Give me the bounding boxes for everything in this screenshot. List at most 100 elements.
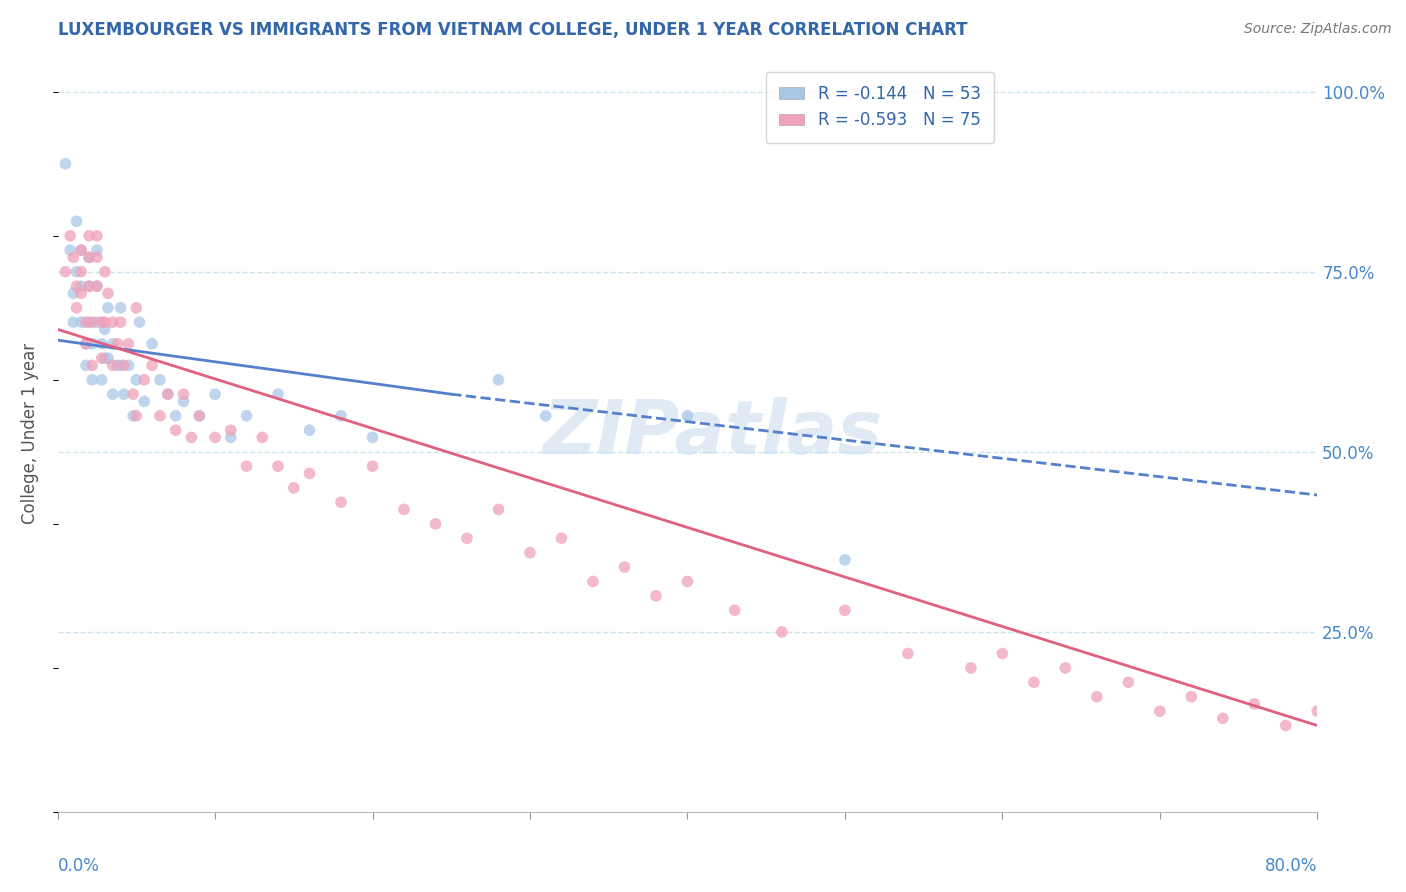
Point	[897, 647, 920, 661]
Point	[488, 502, 510, 516]
Point	[90, 351, 112, 366]
Point	[86, 251, 108, 265]
Point	[519, 546, 541, 560]
Point	[77, 315, 100, 329]
Point	[128, 315, 150, 329]
Text: 0.0%: 0.0%	[58, 857, 100, 875]
Point	[534, 409, 557, 423]
Point	[70, 243, 93, 257]
Point	[122, 387, 145, 401]
Point	[59, 243, 82, 257]
Point	[90, 315, 112, 329]
Point	[425, 516, 447, 531]
Point	[122, 409, 145, 423]
Point	[1022, 675, 1045, 690]
Point	[90, 336, 112, 351]
Point	[70, 243, 93, 257]
Point	[1212, 711, 1234, 725]
Point	[65, 214, 87, 228]
Point	[86, 228, 108, 243]
Point	[110, 301, 132, 315]
Point	[149, 409, 172, 423]
Point	[125, 409, 148, 423]
Point	[62, 286, 84, 301]
Point	[70, 265, 93, 279]
Point	[613, 560, 636, 574]
Point	[107, 359, 129, 373]
Point	[90, 373, 112, 387]
Point	[392, 502, 415, 516]
Point	[330, 409, 353, 423]
Point	[330, 495, 353, 509]
Point	[65, 301, 87, 315]
Point	[125, 301, 148, 315]
Point	[70, 315, 93, 329]
Point	[82, 336, 104, 351]
Point	[1180, 690, 1202, 704]
Point	[298, 467, 321, 481]
Point	[70, 279, 93, 293]
Point	[110, 315, 132, 329]
Point	[117, 359, 139, 373]
Point	[77, 251, 100, 265]
Point	[77, 228, 100, 243]
Point	[1275, 718, 1298, 732]
Point	[117, 336, 139, 351]
Point	[235, 409, 257, 423]
Point	[82, 373, 104, 387]
Point	[86, 279, 108, 293]
Point	[834, 553, 856, 567]
Point	[101, 359, 124, 373]
Point	[645, 589, 668, 603]
Point	[180, 430, 202, 444]
Point	[101, 315, 124, 329]
Point	[101, 336, 124, 351]
Point	[361, 459, 384, 474]
Text: ZIPatlas: ZIPatlas	[543, 397, 883, 470]
Point	[112, 387, 135, 401]
Point	[75, 336, 97, 351]
Point	[1149, 704, 1171, 718]
Point	[156, 387, 179, 401]
Point	[1118, 675, 1140, 690]
Point	[361, 430, 384, 444]
Point	[456, 531, 478, 545]
Point	[488, 373, 510, 387]
Point	[173, 387, 195, 401]
Point	[75, 359, 97, 373]
Point	[86, 315, 108, 329]
Point	[134, 394, 156, 409]
Point	[86, 243, 108, 257]
Point	[267, 459, 290, 474]
Point	[676, 409, 699, 423]
Point	[70, 286, 93, 301]
Point	[235, 459, 257, 474]
Point	[77, 279, 100, 293]
Point	[82, 315, 104, 329]
Point	[94, 351, 117, 366]
Point	[107, 336, 129, 351]
Point	[77, 279, 100, 293]
Point	[991, 647, 1014, 661]
Text: 80.0%: 80.0%	[1265, 857, 1317, 875]
Point	[94, 322, 117, 336]
Point	[1306, 704, 1329, 718]
Point	[75, 315, 97, 329]
Point	[1243, 697, 1265, 711]
Point	[94, 265, 117, 279]
Text: LUXEMBOURGER VS IMMIGRANTS FROM VIETNAM COLLEGE, UNDER 1 YEAR CORRELATION CHART: LUXEMBOURGER VS IMMIGRANTS FROM VIETNAM …	[58, 21, 967, 39]
Point	[219, 423, 242, 437]
Point	[188, 409, 211, 423]
Point	[97, 301, 120, 315]
Point	[219, 430, 242, 444]
Point	[188, 409, 211, 423]
Point	[112, 359, 135, 373]
Point	[834, 603, 856, 617]
Point	[204, 430, 226, 444]
Point	[267, 387, 290, 401]
Point	[75, 336, 97, 351]
Point	[149, 373, 172, 387]
Point	[97, 351, 120, 366]
Point	[65, 265, 87, 279]
Point	[125, 373, 148, 387]
